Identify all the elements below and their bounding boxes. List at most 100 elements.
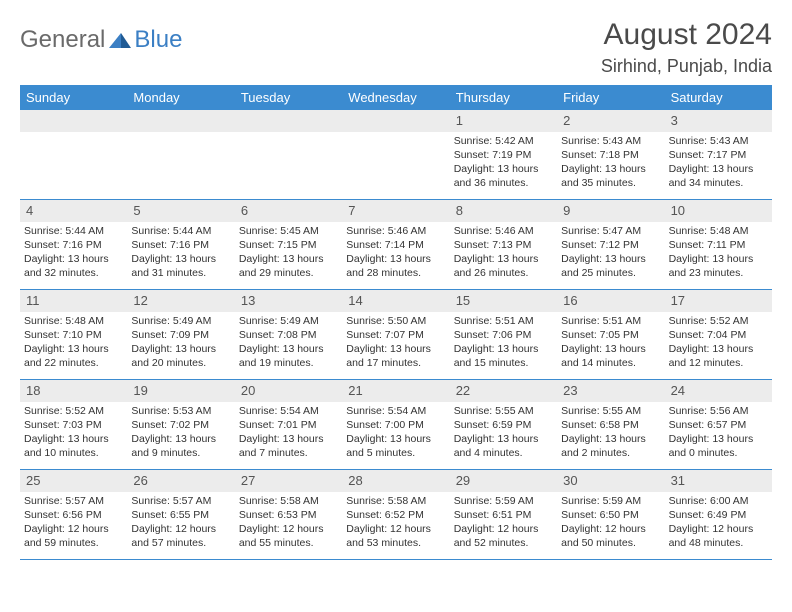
day-ss: Sunset: 7:01 PM: [239, 418, 338, 432]
day-number-strip: 1: [450, 110, 557, 132]
day-d1: Daylight: 13 hours: [131, 432, 230, 446]
day-d2: and 12 minutes.: [669, 356, 768, 370]
day-number: 16: [563, 293, 577, 308]
day-d1: Daylight: 13 hours: [346, 252, 445, 266]
day-d2: and 57 minutes.: [131, 536, 230, 550]
day-cell: 12Sunrise: 5:49 AMSunset: 7:09 PMDayligh…: [127, 290, 234, 380]
week-row: 18Sunrise: 5:52 AMSunset: 7:03 PMDayligh…: [20, 380, 772, 470]
week-row: 4Sunrise: 5:44 AMSunset: 7:16 PMDaylight…: [20, 200, 772, 290]
day-cell: 24Sunrise: 5:56 AMSunset: 6:57 PMDayligh…: [665, 380, 772, 470]
day-ss: Sunset: 7:07 PM: [346, 328, 445, 342]
day-d2: and 0 minutes.: [669, 446, 768, 460]
day-ss: Sunset: 7:13 PM: [454, 238, 553, 252]
calendar: Sunday Monday Tuesday Wednesday Thursday…: [20, 85, 772, 560]
day-number-strip: 9: [557, 200, 664, 222]
day-number: 17: [671, 293, 685, 308]
day-number-strip: [127, 110, 234, 132]
day-ss: Sunset: 7:16 PM: [24, 238, 123, 252]
day-cell: 10Sunrise: 5:48 AMSunset: 7:11 PMDayligh…: [665, 200, 772, 290]
day-ss: Sunset: 7:10 PM: [24, 328, 123, 342]
day-number: 12: [133, 293, 147, 308]
day-ss: Sunset: 7:05 PM: [561, 328, 660, 342]
day-d1: Daylight: 13 hours: [454, 252, 553, 266]
day-number-strip: [20, 110, 127, 132]
day-d1: Daylight: 12 hours: [239, 522, 338, 536]
day-d2: and 28 minutes.: [346, 266, 445, 280]
day-sr: Sunrise: 5:45 AM: [239, 224, 338, 238]
day-number: 23: [563, 383, 577, 398]
day-number-strip: 21: [342, 380, 449, 402]
day-cell: 3Sunrise: 5:43 AMSunset: 7:17 PMDaylight…: [665, 110, 772, 200]
day-d2: and 15 minutes.: [454, 356, 553, 370]
dow-cell: Thursday: [450, 85, 557, 110]
dow-cell: Saturday: [665, 85, 772, 110]
day-sr: Sunrise: 5:42 AM: [454, 134, 553, 148]
day-number-strip: 28: [342, 470, 449, 492]
day-cell: 6Sunrise: 5:45 AMSunset: 7:15 PMDaylight…: [235, 200, 342, 290]
dow-cell: Wednesday: [342, 85, 449, 110]
day-sr: Sunrise: 5:54 AM: [346, 404, 445, 418]
day-d2: and 36 minutes.: [454, 176, 553, 190]
day-number-strip: 8: [450, 200, 557, 222]
brand-part2: Blue: [134, 26, 182, 54]
day-d1: Daylight: 13 hours: [561, 162, 660, 176]
day-cell: 26Sunrise: 5:57 AMSunset: 6:55 PMDayligh…: [127, 470, 234, 560]
week-row: 1Sunrise: 5:42 AMSunset: 7:19 PMDaylight…: [20, 110, 772, 200]
day-cell: [20, 110, 127, 200]
week-row: 25Sunrise: 5:57 AMSunset: 6:56 PMDayligh…: [20, 470, 772, 560]
day-number-strip: 4: [20, 200, 127, 222]
day-d1: Daylight: 12 hours: [561, 522, 660, 536]
day-number: 11: [26, 293, 40, 308]
day-sr: Sunrise: 5:46 AM: [346, 224, 445, 238]
day-sr: Sunrise: 5:56 AM: [669, 404, 768, 418]
day-cell: [127, 110, 234, 200]
day-number: 18: [26, 383, 40, 398]
day-number: 6: [241, 203, 248, 218]
day-number-strip: 14: [342, 290, 449, 312]
day-d2: and 26 minutes.: [454, 266, 553, 280]
day-sr: Sunrise: 5:58 AM: [346, 494, 445, 508]
day-cell: 1Sunrise: 5:42 AMSunset: 7:19 PMDaylight…: [450, 110, 557, 200]
day-number: 26: [133, 473, 147, 488]
day-d1: Daylight: 13 hours: [669, 162, 768, 176]
day-number: 19: [133, 383, 147, 398]
day-d2: and 22 minutes.: [24, 356, 123, 370]
day-number: 22: [456, 383, 470, 398]
location-text: Sirhind, Punjab, India: [601, 56, 772, 77]
day-cell: 21Sunrise: 5:54 AMSunset: 7:00 PMDayligh…: [342, 380, 449, 470]
day-number: 31: [671, 473, 685, 488]
day-number-strip: 20: [235, 380, 342, 402]
day-cell: 17Sunrise: 5:52 AMSunset: 7:04 PMDayligh…: [665, 290, 772, 380]
day-number: 14: [348, 293, 362, 308]
day-d2: and 53 minutes.: [346, 536, 445, 550]
day-ss: Sunset: 7:11 PM: [669, 238, 768, 252]
day-d2: and 4 minutes.: [454, 446, 553, 460]
day-cell: 15Sunrise: 5:51 AMSunset: 7:06 PMDayligh…: [450, 290, 557, 380]
day-cell: 18Sunrise: 5:52 AMSunset: 7:03 PMDayligh…: [20, 380, 127, 470]
day-number: 29: [456, 473, 470, 488]
day-ss: Sunset: 7:03 PM: [24, 418, 123, 432]
day-number-strip: 6: [235, 200, 342, 222]
day-ss: Sunset: 7:14 PM: [346, 238, 445, 252]
day-number: 27: [241, 473, 255, 488]
day-number-strip: 2: [557, 110, 664, 132]
day-number: 7: [348, 203, 355, 218]
day-number-strip: 23: [557, 380, 664, 402]
day-number-strip: 25: [20, 470, 127, 492]
day-d1: Daylight: 13 hours: [24, 342, 123, 356]
day-d2: and 34 minutes.: [669, 176, 768, 190]
day-d2: and 17 minutes.: [346, 356, 445, 370]
dow-cell: Sunday: [20, 85, 127, 110]
day-sr: Sunrise: 5:54 AM: [239, 404, 338, 418]
day-cell: 5Sunrise: 5:44 AMSunset: 7:16 PMDaylight…: [127, 200, 234, 290]
day-sr: Sunrise: 5:57 AM: [24, 494, 123, 508]
day-number: 30: [563, 473, 577, 488]
day-d2: and 48 minutes.: [669, 536, 768, 550]
day-d1: Daylight: 13 hours: [239, 252, 338, 266]
day-sr: Sunrise: 5:43 AM: [669, 134, 768, 148]
day-ss: Sunset: 7:18 PM: [561, 148, 660, 162]
day-number-strip: 13: [235, 290, 342, 312]
day-d2: and 20 minutes.: [131, 356, 230, 370]
day-cell: 28Sunrise: 5:58 AMSunset: 6:52 PMDayligh…: [342, 470, 449, 560]
day-number-strip: 18: [20, 380, 127, 402]
